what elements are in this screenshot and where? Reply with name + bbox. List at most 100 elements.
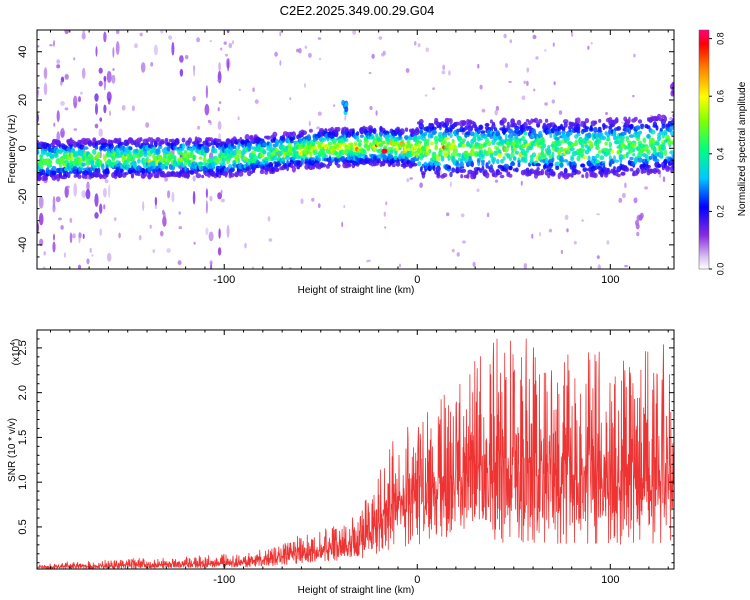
spectrogram-ridge-cell [483, 143, 487, 148]
spectrogram-ridge-cell [107, 159, 111, 164]
spectrogram-noise-cell [405, 68, 410, 73]
snr-y-label: SNR (10 * v/v) [7, 418, 18, 482]
spectrogram-noise-cell [81, 67, 86, 79]
spectrogram-ridge-cell [259, 169, 265, 175]
spectrogram-ridge-cell [431, 126, 437, 131]
spectrogram-ridge-cell [549, 133, 553, 139]
spectrogram-noise-cell [115, 41, 120, 55]
spectrogram-noise-cell [298, 47, 302, 54]
spectrogram-noise-cell [98, 80, 103, 87]
spectrogram-ridge-cell [395, 160, 401, 167]
spectrogram-noise-cell [64, 107, 69, 111]
spectrogram-ridge-cell [415, 151, 419, 159]
spectrogram-ridge-cell [404, 127, 409, 132]
spectrogram-noise-cell [86, 181, 90, 192]
spectrogram-noise-cell [343, 205, 346, 209]
spectrogram-ridge-cell [484, 172, 490, 179]
spectrogram-noise-cell [179, 68, 184, 77]
spectrogram-ridge-cell [292, 136, 296, 141]
spectrogram-noise-cell [419, 182, 423, 188]
spectrogram-ridge-cell [580, 163, 586, 168]
spectrogram-ridge-cell [119, 141, 125, 146]
spectrogram-noise-cell [56, 131, 60, 142]
spectrogram-noise-cell [472, 261, 476, 267]
spectrogram-ridge-cell [659, 127, 663, 132]
spectrogram-ridge-cell [43, 176, 48, 181]
spectrogram-noise-cell [303, 83, 307, 88]
spectrogram-noise-cell [37, 92, 40, 98]
spectrogram-feature-cell [344, 102, 349, 109]
spectrogram-ridge-cell [586, 132, 592, 139]
spectrogram-ridge-cell [217, 139, 222, 143]
spectrogram-ridge-cell [141, 167, 146, 174]
spectrogram-noise-cell [103, 204, 106, 210]
spectrogram-ridge-cell [451, 167, 456, 173]
spectrogram-ridge-cell [657, 169, 661, 175]
spectrogram-ridge-cell [572, 164, 577, 171]
spectrogram-ridge-cell [559, 146, 564, 152]
spectrogram-ridge-cell [300, 158, 304, 165]
spectrogram-noise-cell [39, 238, 44, 247]
spectrogram-noise-cell [300, 198, 304, 205]
spectrogram-ridge-cell [669, 125, 674, 131]
spectrogram-ridge-cell [446, 165, 451, 170]
spectrogram-noise-cell [352, 30, 356, 35]
spectrogram-noise-cell [217, 121, 222, 130]
spectrogram-ridge-cell [287, 142, 292, 148]
spectrogram-ridge-cell [509, 156, 512, 162]
spectrogram-ridge-cell [469, 149, 475, 157]
spectrogram-ridge-cell [279, 150, 284, 156]
colorbar-label: Normalized spectral amplitude [737, 81, 748, 216]
spectrogram-ridge-cell [600, 171, 604, 177]
spectrogram-noise-cell [494, 179, 499, 183]
spectrogram-noise-cell [42, 266, 46, 269]
spectrogram-ridge-cell [323, 154, 328, 159]
spectrogram-noise-cell [621, 192, 626, 199]
spectrogram-ridge-cell [425, 138, 430, 143]
snr-plot-area [37, 330, 674, 569]
spectrogram-ridge-cell [507, 133, 514, 140]
spectrogram-ridge-cell [523, 157, 528, 164]
spectrogram-noise-cell [154, 196, 158, 206]
spectrogram-ridge-cell [447, 154, 451, 161]
spectrogram-ridge-cell [452, 148, 458, 154]
spectrogram-ridge-cell [503, 163, 510, 169]
spectrogram-noise-cell [178, 226, 183, 230]
spectrogram-ridge-cell [189, 169, 195, 175]
spectrogram-ridge-cell [620, 171, 626, 176]
spectrogram-noise-cell [581, 219, 584, 222]
spectrogram-ridge-cell [51, 165, 57, 171]
spectrogram-ridge-cell [508, 165, 513, 170]
spectrogram-ridge-cell [508, 173, 513, 178]
spectrogram-ridge-cell [461, 120, 467, 125]
spectrogram-ridge-cell [69, 170, 73, 174]
snr-y-tick-label: 2.5 [17, 340, 29, 355]
spectrogram-ridge-cell [478, 124, 484, 131]
spectrogram-noise-cell [633, 197, 638, 204]
spectrogram-ridge-cell [598, 118, 602, 123]
spectrogram-noise-cell [495, 105, 500, 111]
spectrogram-ridge-cell [487, 160, 491, 165]
spectrogram-ridge-cell [455, 162, 460, 167]
spectrogram-ridge-cell [625, 167, 630, 172]
spectrogram-ridge-cell [231, 149, 238, 156]
spectrogram-ridge-cell [472, 173, 476, 180]
spectrogram-ridge-cell [426, 148, 430, 153]
spectrogram-noise-cell [587, 45, 590, 50]
spectrogram-noise-cell [164, 177, 168, 182]
spectrogram-ridge-cell [578, 137, 584, 144]
spectrogram-ridge-cell [637, 151, 643, 158]
colorbar-tick-label: 0.4 [715, 148, 725, 161]
spectrogram-ridge-cell [495, 131, 500, 136]
spectrogram-ridge-cell [432, 165, 436, 172]
spectrogram-y-label: Frequency (Hz) [7, 115, 18, 184]
spectrogram-ridge-cell [499, 139, 505, 146]
spectrogram-ridge-cell [515, 143, 519, 149]
spectrogram-noise-cell [477, 63, 480, 69]
spectrogram-noise-cell [49, 44, 53, 47]
spectrogram-ridge-cell [608, 141, 612, 148]
spectrogram-ridge-cell [417, 161, 422, 167]
snr-x-label: Height of straight line (km) [298, 585, 415, 596]
spectrogram-noise-cell [509, 39, 513, 44]
snr-series-line [37, 338, 674, 569]
